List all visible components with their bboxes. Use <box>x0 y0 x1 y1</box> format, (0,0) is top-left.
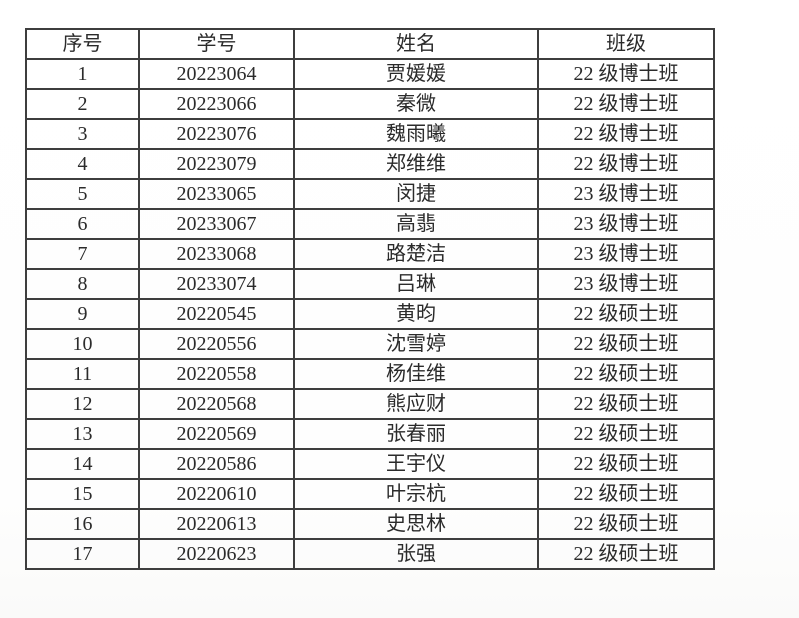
cell-no: 2 <box>25 88 140 120</box>
cell-name: 高翡 <box>293 208 539 240</box>
cell-name: 贾媛媛 <box>293 58 539 90</box>
table-row: 2 20223066 秦微 22 级博士班 <box>25 88 715 120</box>
table-row: 9 20220545 黄昀 22 级硕士班 <box>25 298 715 330</box>
cell-class: 22 级硕士班 <box>537 358 715 390</box>
cell-name: 沈雪婷 <box>293 328 539 360</box>
cell-class: 22 级硕士班 <box>537 328 715 360</box>
table-row: 5 20233065 闵捷 23 级博士班 <box>25 178 715 210</box>
table-row: 15 20220610 叶宗杭 22 级硕士班 <box>25 478 715 510</box>
cell-name: 闵捷 <box>293 178 539 210</box>
cell-name: 张春丽 <box>293 418 539 450</box>
table-row: 14 20220586 王宇仪 22 级硕士班 <box>25 448 715 480</box>
table-row: 4 20223079 郑维维 22 级博士班 <box>25 148 715 180</box>
cell-class: 22 级硕士班 <box>537 388 715 420</box>
cell-name: 秦微 <box>293 88 539 120</box>
cell-student-id: 20233068 <box>138 238 295 270</box>
table-row: 10 20220556 沈雪婷 22 级硕士班 <box>25 328 715 360</box>
cell-student-id: 20220586 <box>138 448 295 480</box>
table-row: 17 20220623 张强 22 级硕士班 <box>25 538 715 570</box>
cell-class: 22 级硕士班 <box>537 448 715 480</box>
cell-class: 22 级硕士班 <box>537 508 715 540</box>
cell-class: 22 级博士班 <box>537 148 715 180</box>
cell-no: 6 <box>25 208 140 240</box>
cell-no: 3 <box>25 118 140 150</box>
cell-name: 熊应财 <box>293 388 539 420</box>
cell-class: 22 级博士班 <box>537 88 715 120</box>
student-table: 序号 学号 姓名 班级 1 20223064 贾媛媛 22 级博士班 2 202… <box>25 28 715 570</box>
cell-no: 1 <box>25 58 140 90</box>
cell-student-id: 20220613 <box>138 508 295 540</box>
cell-name: 魏雨曦 <box>293 118 539 150</box>
cell-no: 13 <box>25 418 140 450</box>
cell-student-id: 20223079 <box>138 148 295 180</box>
cell-no: 10 <box>25 328 140 360</box>
cell-class: 22 级硕士班 <box>537 538 715 570</box>
cell-no: 5 <box>25 178 140 210</box>
cell-name: 郑维维 <box>293 148 539 180</box>
cell-class: 22 级硕士班 <box>537 418 715 450</box>
cell-student-id: 20223076 <box>138 118 295 150</box>
cell-student-id: 20220545 <box>138 298 295 330</box>
cell-no: 8 <box>25 268 140 300</box>
cell-no: 15 <box>25 478 140 510</box>
cell-student-id: 20220569 <box>138 418 295 450</box>
table-row: 8 20233074 吕琳 23 级博士班 <box>25 268 715 300</box>
cell-no: 11 <box>25 358 140 390</box>
cell-name: 张强 <box>293 538 539 570</box>
cell-no: 17 <box>25 538 140 570</box>
cell-name: 杨佳维 <box>293 358 539 390</box>
cell-name: 路楚洁 <box>293 238 539 270</box>
cell-student-id: 20223066 <box>138 88 295 120</box>
table-row: 13 20220569 张春丽 22 级硕士班 <box>25 418 715 450</box>
cell-student-id: 20233067 <box>138 208 295 240</box>
table-row: 12 20220568 熊应财 22 级硕士班 <box>25 388 715 420</box>
cell-name: 王宇仪 <box>293 448 539 480</box>
table-row: 7 20233068 路楚洁 23 级博士班 <box>25 238 715 270</box>
header-cell-class: 班级 <box>537 28 715 60</box>
cell-no: 4 <box>25 148 140 180</box>
cell-class: 22 级博士班 <box>537 58 715 90</box>
table-row: 16 20220613 史思林 22 级硕士班 <box>25 508 715 540</box>
table-row: 3 20223076 魏雨曦 22 级博士班 <box>25 118 715 150</box>
cell-student-id: 20220623 <box>138 538 295 570</box>
cell-class: 22 级硕士班 <box>537 478 715 510</box>
cell-name: 黄昀 <box>293 298 539 330</box>
header-cell-student-id: 学号 <box>138 28 295 60</box>
cell-student-id: 20233065 <box>138 178 295 210</box>
table-row: 11 20220558 杨佳维 22 级硕士班 <box>25 358 715 390</box>
cell-class: 23 级博士班 <box>537 268 715 300</box>
table-header-row: 序号 学号 姓名 班级 <box>25 28 715 60</box>
cell-student-id: 20233074 <box>138 268 295 300</box>
header-cell-name: 姓名 <box>293 28 539 60</box>
cell-class: 23 级博士班 <box>537 238 715 270</box>
cell-no: 9 <box>25 298 140 330</box>
header-cell-no: 序号 <box>25 28 140 60</box>
cell-name: 史思林 <box>293 508 539 540</box>
table-row: 1 20223064 贾媛媛 22 级博士班 <box>25 58 715 90</box>
cell-student-id: 20220568 <box>138 388 295 420</box>
cell-student-id: 20220610 <box>138 478 295 510</box>
table-row: 6 20233067 高翡 23 级博士班 <box>25 208 715 240</box>
cell-class: 23 级博士班 <box>537 208 715 240</box>
cell-class: 22 级博士班 <box>537 118 715 150</box>
cell-no: 12 <box>25 388 140 420</box>
cell-class: 23 级博士班 <box>537 178 715 210</box>
cell-student-id: 20220558 <box>138 358 295 390</box>
cell-student-id: 20220556 <box>138 328 295 360</box>
cell-no: 16 <box>25 508 140 540</box>
cell-no: 7 <box>25 238 140 270</box>
cell-name: 叶宗杭 <box>293 478 539 510</box>
cell-no: 14 <box>25 448 140 480</box>
cell-student-id: 20223064 <box>138 58 295 90</box>
cell-class: 22 级硕士班 <box>537 298 715 330</box>
cell-name: 吕琳 <box>293 268 539 300</box>
